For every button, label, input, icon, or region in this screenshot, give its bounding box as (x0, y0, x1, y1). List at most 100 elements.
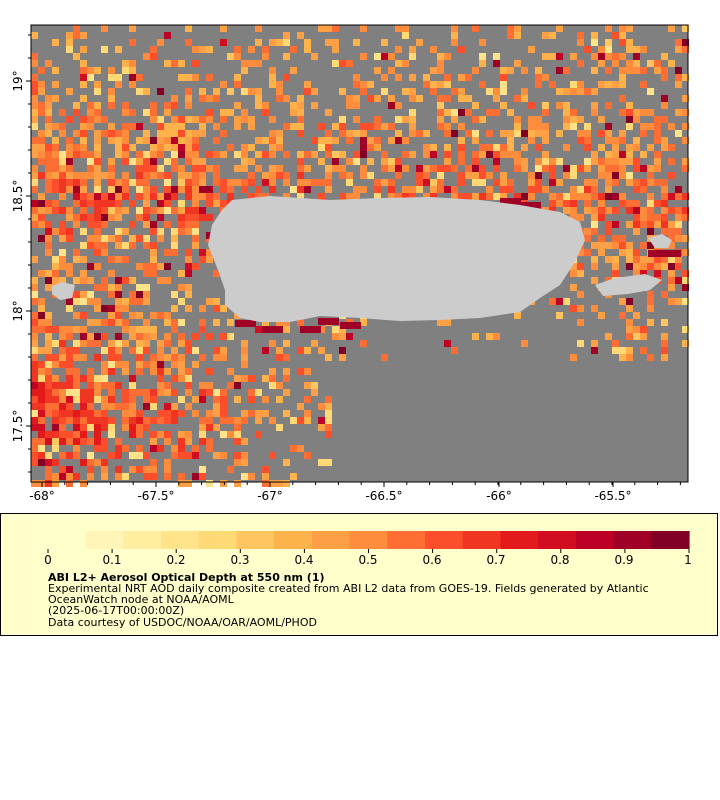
aod-cell (668, 221, 675, 228)
aod-cell (38, 235, 45, 242)
aod-cell (164, 438, 171, 445)
aod-cell (129, 333, 136, 340)
aod-cell (206, 193, 213, 200)
aod-cell (332, 333, 339, 340)
aod-cell (108, 130, 115, 137)
aod-cell (45, 235, 52, 242)
aod-cell (185, 368, 192, 375)
aod-cell (87, 298, 94, 305)
aod-cell (220, 81, 227, 88)
aod-cell (178, 228, 185, 235)
aod-cell (549, 207, 556, 214)
aod-cell (248, 389, 255, 396)
aod-cell (136, 389, 143, 396)
aod-cell (269, 74, 276, 81)
aod-cell (52, 403, 59, 410)
aod-cell (59, 354, 66, 361)
aod-cell (591, 347, 598, 354)
aod-cell (682, 25, 689, 32)
aod-cell (66, 368, 73, 375)
aod-cell (59, 466, 66, 473)
aod-cell (80, 459, 87, 466)
aod-cell (528, 116, 535, 123)
aod-cell (185, 263, 192, 270)
colorbar-swatch (575, 531, 615, 549)
aod-cell (136, 207, 143, 214)
aod-cell (94, 88, 101, 95)
aod-cell (640, 263, 647, 270)
aod-cell (591, 193, 598, 200)
aod-cell (598, 165, 605, 172)
aod-cell (31, 88, 38, 95)
aod-cell (178, 445, 185, 452)
aod-cell (591, 228, 598, 235)
aod-cell (171, 452, 178, 459)
aod-cell (38, 144, 45, 151)
aod-cell (171, 375, 178, 382)
aod-cell (535, 144, 542, 151)
aod-cell (192, 473, 199, 480)
aod-cell (122, 305, 129, 312)
aod-cell (108, 284, 115, 291)
aod-cell (402, 137, 409, 144)
aod-cell (283, 410, 290, 417)
aod-cell (122, 340, 129, 347)
aod-cell (122, 256, 129, 263)
aod-cell (241, 88, 248, 95)
aod-cell (45, 249, 52, 256)
aod-cell (122, 319, 129, 326)
aod-cell (591, 207, 598, 214)
aod-cell (605, 242, 612, 249)
aod-cell (108, 137, 115, 144)
aod-cell (395, 130, 402, 137)
aod-cell (87, 340, 94, 347)
aod-cell (458, 158, 465, 165)
aod-cell (416, 179, 423, 186)
aod-cell (227, 179, 234, 186)
aod-cell (164, 473, 171, 480)
aod-cell (59, 396, 66, 403)
aod-cell (108, 452, 115, 459)
aod-cell (192, 60, 199, 67)
aod-cell (276, 172, 283, 179)
aod-cell (31, 403, 38, 410)
aod-cell (66, 228, 73, 235)
aod-cell (101, 403, 108, 410)
aod-cell (52, 361, 59, 368)
aod-cell (164, 109, 171, 116)
aod-cell (654, 60, 661, 67)
aod-cell (640, 214, 647, 221)
aod-cell (276, 396, 283, 403)
aod-cell (129, 123, 136, 130)
aod-cell (605, 165, 612, 172)
aod-cell (682, 207, 689, 214)
aod-cell (360, 151, 367, 158)
aod-cell (94, 340, 101, 347)
aod-cell (129, 403, 136, 410)
aod-cell (115, 445, 122, 452)
aod-cell (605, 207, 612, 214)
aod-cell (192, 235, 199, 242)
aod-cell (73, 151, 80, 158)
aod-cell (234, 431, 241, 438)
aod-cell (605, 151, 612, 158)
aod-cell (59, 347, 66, 354)
aod-cell (122, 473, 129, 480)
aod-cell (514, 193, 521, 200)
aod-cell (619, 81, 626, 88)
aod-cell (143, 452, 150, 459)
aod-cell (354, 322, 361, 329)
aod-cell (87, 235, 94, 242)
aod-cell (143, 361, 150, 368)
aod-cell (45, 347, 52, 354)
x-axis: -68° -67.5° -67° -66.5° -66° -65.5° (29, 482, 632, 503)
aod-cell (122, 137, 129, 144)
aod-cell (521, 95, 528, 102)
aod-cell (157, 137, 164, 144)
aod-cell (38, 137, 45, 144)
aod-cell (94, 389, 101, 396)
aod-cell (164, 123, 171, 130)
aod-cell (185, 95, 192, 102)
aod-cell (171, 186, 178, 193)
aod-cell (115, 466, 122, 473)
